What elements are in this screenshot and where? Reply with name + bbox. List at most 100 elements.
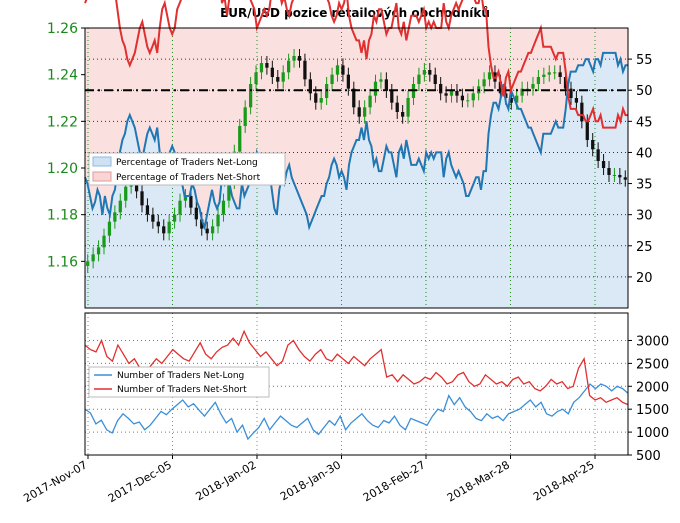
pct-tick-label: 55 [636, 53, 653, 68]
candle-body [352, 88, 356, 108]
legend-top-box [88, 152, 286, 186]
candle-body [591, 140, 595, 150]
candle-body [286, 60, 291, 73]
candle-body [612, 175, 617, 176]
candle-body [113, 212, 117, 222]
net-long-area [85, 52, 628, 309]
count-tick-label: 1000 [636, 426, 669, 441]
candle-body [205, 228, 209, 234]
candle-body [580, 102, 584, 122]
candle-body [151, 214, 155, 222]
candle-body [363, 107, 367, 117]
candle-body [596, 149, 600, 161]
candle-body [509, 98, 513, 103]
candle-body [227, 182, 231, 201]
candle-body [276, 77, 280, 82]
x-tick-label: 2017-Dec-05 [106, 458, 174, 505]
line-net-short-pct [84, 0, 628, 129]
candle-body [623, 177, 627, 180]
candle-body [357, 107, 361, 117]
candle-body [384, 79, 388, 91]
price-tick-label: 1.26 [47, 21, 78, 37]
candle-body [547, 72, 551, 75]
candle-body [200, 219, 204, 229]
count-tick-label: 3000 [636, 334, 669, 349]
count-tick-label: 2500 [636, 357, 669, 372]
candle-body [303, 60, 307, 80]
pct-tick-label: 25 [636, 240, 653, 255]
candle-body [520, 88, 524, 96]
legend-swatch-net-short [92, 171, 112, 182]
candle-body [558, 72, 562, 77]
candle-body [569, 88, 573, 98]
count-tick-label: 2000 [636, 380, 669, 395]
candle-body [167, 221, 171, 234]
candle-body [194, 207, 198, 220]
candle-body [335, 65, 340, 75]
candle-body [395, 102, 399, 112]
price-tick-label: 1.24 [47, 68, 78, 84]
panel2-frame [84, 312, 629, 456]
candle-body [553, 72, 557, 74]
candle-body [422, 70, 427, 75]
candle-body [254, 72, 258, 84]
count-tick-label: 500 [636, 449, 661, 464]
candle-body [118, 200, 122, 213]
candle-body [536, 77, 541, 84]
candle-body [265, 63, 269, 68]
candle-body [270, 67, 274, 77]
candle-body [341, 65, 345, 75]
candle-body [216, 214, 220, 227]
candle-body [248, 84, 253, 108]
price-tick-label: 1.22 [47, 114, 78, 130]
candle-body [346, 74, 350, 89]
candle-body [292, 56, 296, 61]
candle-body [401, 112, 405, 117]
candle-body [210, 226, 215, 234]
candle-body [162, 226, 166, 234]
candle-body [145, 205, 150, 215]
candle-body [482, 79, 486, 87]
candle-body [107, 221, 112, 236]
candle-body [601, 161, 606, 168]
legend-label-net-long-pct: Percentage of Traders Net-Long [116, 158, 258, 168]
candle-body [178, 200, 182, 215]
candle-body [455, 91, 459, 96]
pct-tick-label: 20 [636, 271, 653, 286]
candle-body [525, 88, 530, 90]
candle-body [563, 77, 568, 89]
candle-body [96, 247, 101, 255]
x-tick-label: 2018-Apr-25 [531, 458, 596, 503]
candle-body [319, 98, 323, 103]
pct-tick-label: 45 [636, 115, 653, 130]
candle-body [390, 91, 394, 103]
pct-tick-label: 30 [636, 209, 653, 224]
candle-body [618, 175, 622, 178]
candle-body [102, 235, 106, 248]
legend-label-net-long-count: Number of Traders Net-Long [117, 371, 244, 381]
candle-body [406, 98, 410, 117]
x-tick-label: 2018-Jan-02 [194, 458, 259, 503]
candle-body [471, 93, 475, 101]
candle-body [542, 74, 546, 77]
candle-body [330, 74, 334, 84]
price-tick-label: 1.18 [47, 208, 78, 224]
candle-body [428, 70, 432, 75]
candle-body [238, 126, 242, 152]
candle-body [134, 182, 139, 192]
x-tick-label: 2018-Mar-28 [445, 458, 512, 504]
candle-body [449, 91, 454, 96]
candle-body [607, 168, 611, 175]
candle-body [281, 72, 285, 82]
candle-body [498, 81, 503, 94]
candle-body [297, 56, 302, 61]
candle-body [373, 81, 378, 96]
pct-tick-label: 35 [636, 178, 653, 193]
candle-body [439, 84, 443, 94]
candle-body [86, 261, 90, 266]
candle-body [140, 191, 144, 206]
candle-body [574, 98, 579, 103]
price-tick-label: 1.20 [47, 161, 78, 177]
